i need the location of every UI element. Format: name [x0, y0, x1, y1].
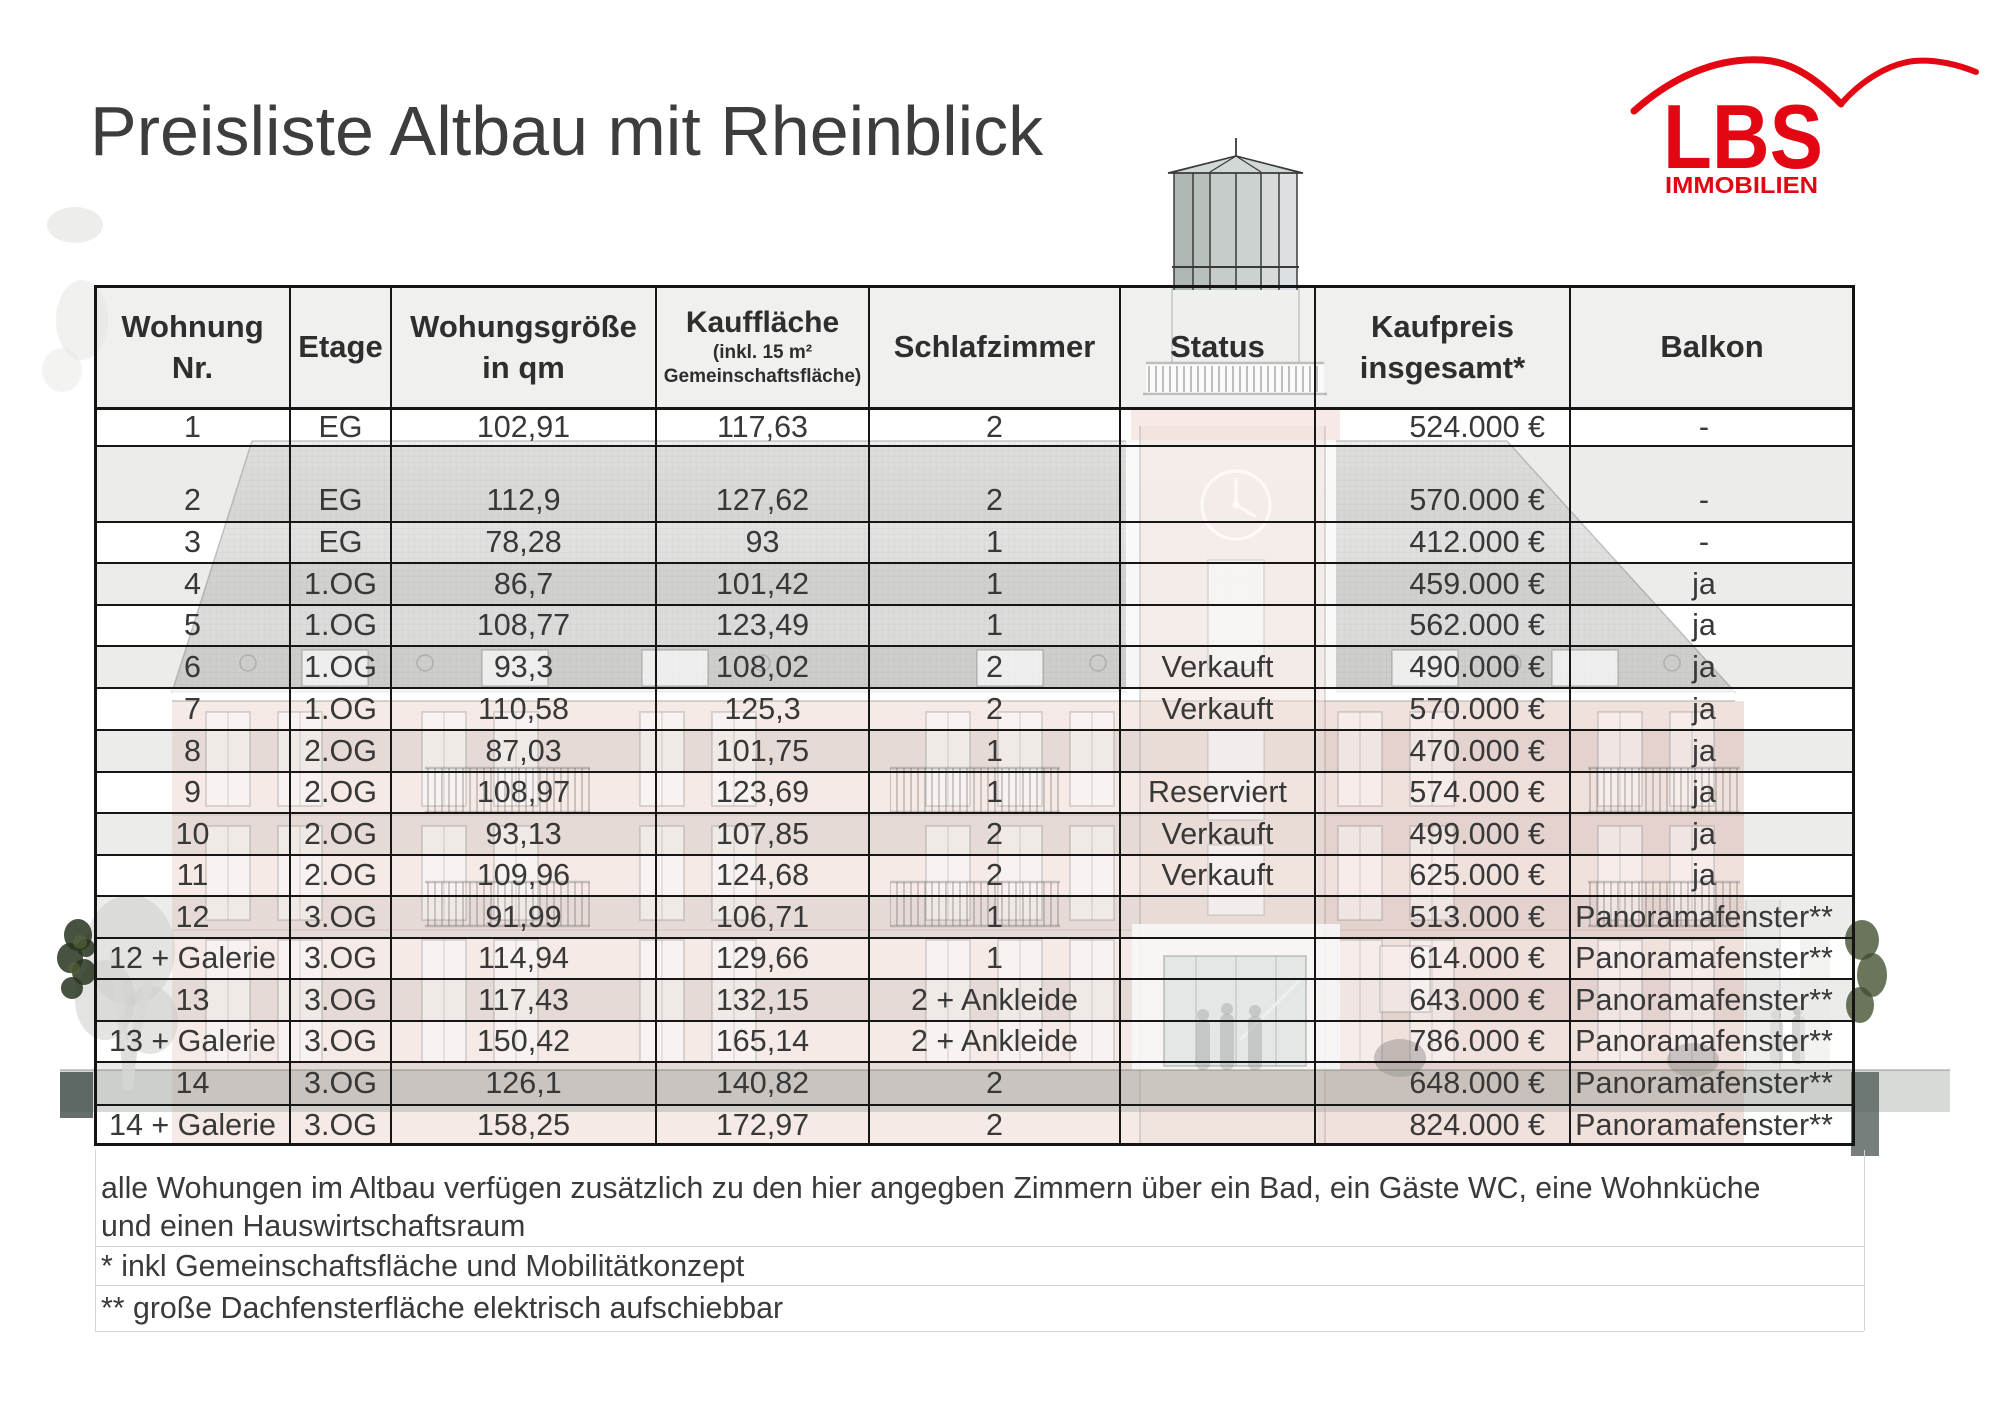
- svg-text:LBS: LBS: [1663, 87, 1823, 188]
- svg-text:IMMOBILIEN: IMMOBILIEN: [1665, 172, 1818, 198]
